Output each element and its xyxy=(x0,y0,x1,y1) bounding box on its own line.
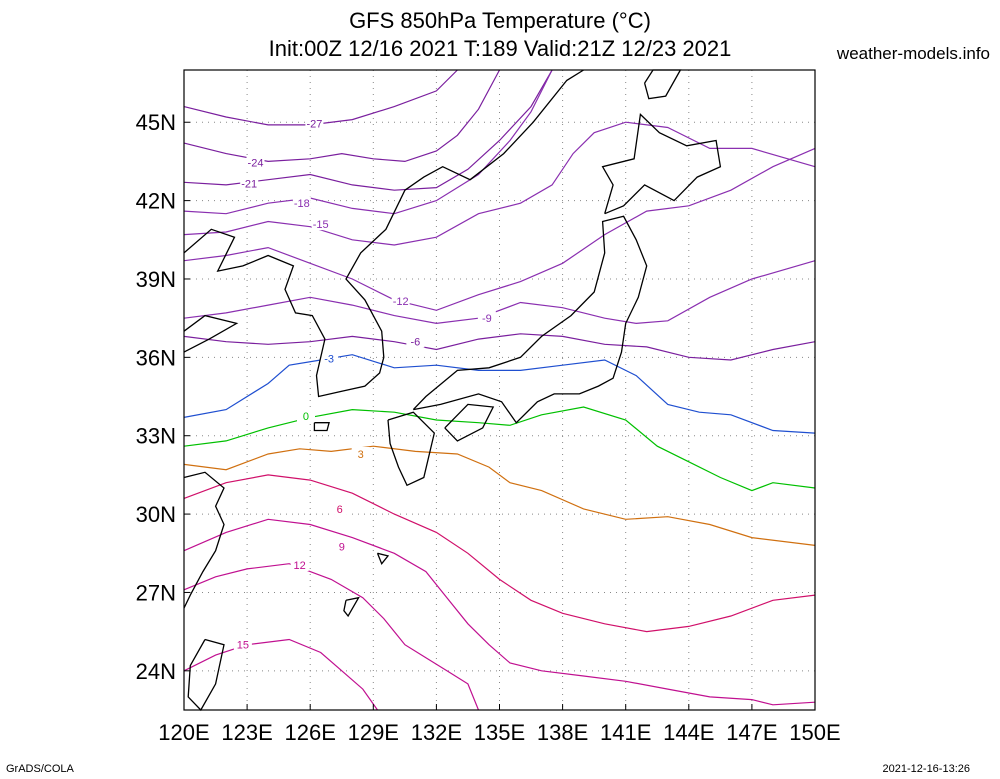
contour-label--21: -21 xyxy=(241,179,257,191)
contour-line--12 xyxy=(183,147,816,311)
contour-label--3: -3 xyxy=(324,354,334,366)
contour-line-9 xyxy=(183,518,816,706)
contour-label-bg xyxy=(351,447,370,460)
lon-tick-label: 147E xyxy=(726,720,777,745)
coastline-amami xyxy=(376,552,390,565)
contour-label--6: -6 xyxy=(410,337,420,349)
contour-line-12 xyxy=(183,563,480,711)
coastline-shandong xyxy=(183,314,239,353)
lon-tick-label: 132E xyxy=(411,720,462,745)
contour-label--9: -9 xyxy=(482,313,492,325)
contour-line--6 xyxy=(183,333,816,361)
coastline-sakhalin xyxy=(643,69,682,100)
contour-label-9: 9 xyxy=(339,542,345,554)
coastline-china-shore-south xyxy=(183,471,225,609)
contour-label--12: -12 xyxy=(393,296,409,308)
lat-tick-label: 33N xyxy=(136,424,176,449)
coastline-taiwan xyxy=(187,638,225,712)
render-timestamp: 2021-12-16-13:26 xyxy=(882,763,970,775)
contour-line--27 xyxy=(183,69,458,126)
lon-tick-label: 144E xyxy=(663,720,714,745)
contour-line-3 xyxy=(183,445,816,546)
contour-label-6: 6 xyxy=(337,504,343,516)
contour-label-15: 15 xyxy=(237,640,249,652)
contour-label-bg xyxy=(320,351,339,365)
contour-line-6 xyxy=(183,474,816,633)
contour-label-0: 0 xyxy=(303,411,309,423)
map-title: GFS 850hPa Temperature (°C) xyxy=(349,8,651,33)
coastline-shikoku xyxy=(444,403,495,442)
lon-tick-label: 141E xyxy=(600,720,651,745)
lon-tick-label: 120E xyxy=(158,720,209,745)
lat-tick-label: 42N xyxy=(136,189,176,214)
lat-tick-label: 30N xyxy=(136,502,176,527)
grads-credit: GrADS/COLA xyxy=(6,763,74,775)
contour-label-12: 12 xyxy=(294,560,306,572)
lon-tick-label: 150E xyxy=(789,720,840,745)
coastline-okinawa xyxy=(343,596,360,618)
contour-line--9 xyxy=(183,260,816,325)
contour-label--27: -27 xyxy=(306,119,322,131)
coastline-kyushu xyxy=(387,411,436,487)
contour-label-bg xyxy=(406,334,425,348)
lat-tick-label: 39N xyxy=(136,267,176,292)
lon-tick-label: 126E xyxy=(285,720,336,745)
contour-line--3 xyxy=(183,354,816,434)
lat-tick-label: 36N xyxy=(136,345,176,370)
lon-tick-label: 123E xyxy=(221,720,272,745)
contour-label-bg xyxy=(305,116,324,130)
contour-label-bg xyxy=(296,409,315,423)
contour-line--24 xyxy=(183,69,501,163)
lat-tick-label: 27N xyxy=(136,580,176,605)
contour-label-bg xyxy=(292,196,311,210)
coastlines xyxy=(183,69,722,712)
contour-label-bg xyxy=(233,637,252,651)
lon-tick-label: 135E xyxy=(474,720,525,745)
coastline-hokkaido xyxy=(601,113,722,215)
lon-tick-label: 129E xyxy=(348,720,399,745)
temperature-contours: -27 -24 -21 -18-15 -12 -9 -6 -3 0 3 6 9 12 15 xyxy=(183,69,816,711)
contour-line--21 xyxy=(183,69,553,191)
contour-label--18: -18 xyxy=(294,198,310,210)
contour-label-bg xyxy=(240,176,259,190)
contour-label-bg xyxy=(330,501,349,515)
contour-label-bg xyxy=(391,294,410,308)
lat-tick-label: 24N xyxy=(136,659,176,684)
contour-label-bg xyxy=(311,217,330,231)
contour-label-bg xyxy=(477,311,496,325)
site-credit: weather-models.info xyxy=(836,44,990,63)
lat-tick-label: 45N xyxy=(136,110,176,135)
contour-line--18 xyxy=(183,69,553,215)
coastline-korea-china-coast xyxy=(183,69,584,398)
contour-label-3: 3 xyxy=(358,449,364,461)
contour-label-bg xyxy=(332,539,351,553)
coastline-honshu xyxy=(412,215,648,424)
contour-line-15 xyxy=(183,638,378,711)
axis-ticks: 120E 123E 126E 129E 132E 135E 138E 141E 144E 147E… xyxy=(136,110,841,745)
contour-label--15: -15 xyxy=(313,219,329,231)
map-subtitle: Init:00Z 12/16 2021 T:189 Valid:21Z 12/2… xyxy=(268,36,732,61)
contour-label-bg xyxy=(290,558,309,572)
contour-label--24: -24 xyxy=(248,158,264,170)
lon-tick-label: 138E xyxy=(537,720,588,745)
contour-label-bg xyxy=(246,155,265,169)
contour-line--15 xyxy=(183,121,816,246)
coastline-jeju xyxy=(313,422,330,432)
